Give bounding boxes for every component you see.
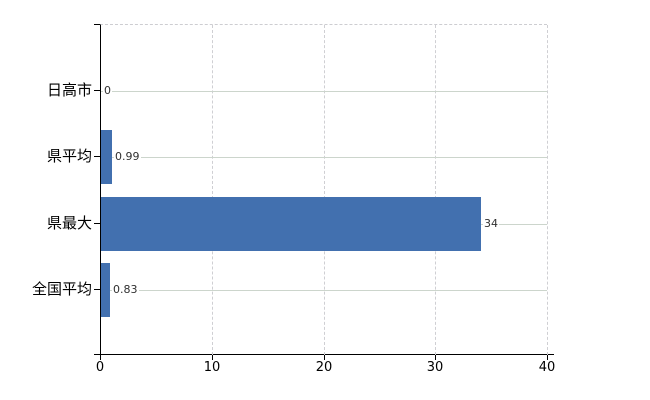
bar-value-label: 0.99	[114, 150, 141, 164]
vertical-gridline	[211, 25, 213, 355]
x-axis-tick	[212, 355, 213, 360]
bar-value-label: 0	[103, 84, 112, 98]
vertical-gridline	[547, 25, 548, 355]
vertical-gridline	[323, 25, 325, 355]
bar	[101, 263, 110, 317]
plot-area: 0 0.99 34 0.83	[100, 24, 548, 355]
bar-value-label: 34	[483, 217, 499, 231]
y-axis-tick	[94, 90, 100, 91]
category-label: 県平均	[46, 147, 92, 165]
x-axis-tick-label: 10	[203, 360, 221, 375]
category-gridline	[101, 91, 547, 92]
bar	[101, 130, 112, 184]
y-axis-tick	[94, 289, 100, 290]
category-label: 日高市	[46, 81, 92, 99]
x-axis-tick-label: 20	[315, 360, 333, 375]
x-axis-tick	[100, 355, 101, 360]
x-axis-tick-label: 0	[95, 360, 105, 375]
y-axis-tick	[94, 223, 100, 224]
category-gridline	[101, 157, 547, 158]
x-axis-tick-label: 40	[538, 360, 556, 375]
bar-value-label: 0.83	[112, 283, 139, 297]
bar	[101, 197, 481, 251]
y-axis-top-tick	[94, 24, 100, 25]
category-gridline	[101, 290, 547, 291]
y-axis-tick	[94, 156, 100, 157]
x-axis-tick-label: 30	[426, 360, 444, 375]
vertical-gridline	[435, 25, 437, 355]
x-axis-tick	[547, 355, 548, 360]
x-axis-tick	[324, 355, 325, 360]
category-label: 全国平均	[31, 280, 92, 298]
category-label: 県最大	[46, 214, 92, 232]
x-axis-tick	[435, 355, 436, 360]
